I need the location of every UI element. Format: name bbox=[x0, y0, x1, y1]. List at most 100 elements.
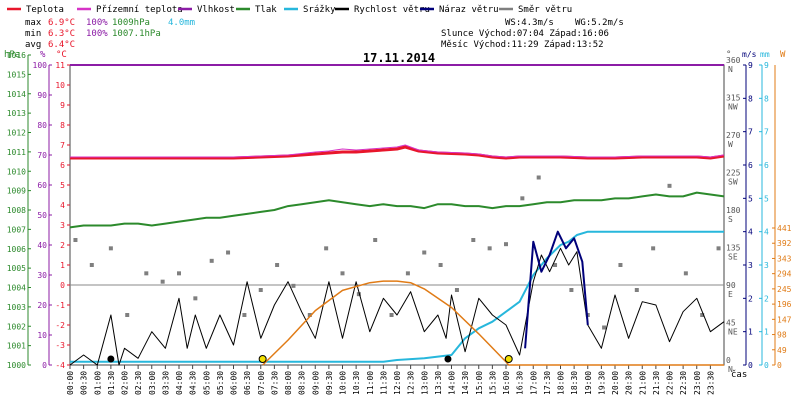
series-solar bbox=[262, 280, 724, 366]
direction-tick-label: 135 bbox=[726, 244, 741, 253]
direction-tick-dir: NE bbox=[728, 328, 738, 337]
wind-direction-point bbox=[602, 325, 607, 330]
wind-tick-label: 0 bbox=[748, 361, 753, 370]
direction-tick-label: 270 bbox=[726, 131, 741, 140]
wind-direction-point bbox=[405, 271, 410, 276]
x-tick-label: 20:30 bbox=[625, 371, 634, 395]
wind-direction-point bbox=[356, 292, 361, 297]
direction-tick-dir: SE bbox=[728, 253, 738, 262]
x-tick-label: 08:00 bbox=[284, 371, 293, 395]
humidity-tick-label: 60 bbox=[37, 181, 47, 190]
legend-label: Srážky bbox=[303, 5, 336, 15]
legend-label: Vlhkost bbox=[197, 5, 235, 15]
rain-tick-label: 0 bbox=[764, 361, 769, 370]
x-tick-label: 09:00 bbox=[311, 371, 320, 395]
direction-tick-dir: N bbox=[728, 65, 733, 74]
x-tick-label: 04:00 bbox=[175, 371, 184, 395]
rain-tick-label: 2 bbox=[764, 294, 769, 303]
axes: 00:00 00:30 01:00 01:30 02:00 02:30 03:00 03:30… bbox=[7, 51, 792, 395]
x-tick-label: 12:00 bbox=[393, 371, 402, 395]
humidity-tick-label: 80 bbox=[37, 121, 47, 130]
humidity-tick-label: 30 bbox=[37, 271, 47, 280]
wind-direction-point bbox=[716, 246, 721, 251]
wind-direction-point bbox=[569, 288, 574, 292]
x-tick-label: 13:30 bbox=[434, 371, 443, 395]
x-tick-label: 20:00 bbox=[611, 371, 620, 395]
stat-max-label: max bbox=[25, 18, 42, 28]
temp-tick-label: 11 bbox=[55, 61, 65, 70]
temp-tick-label: 9 bbox=[60, 101, 65, 110]
pressure-tick-label: 1015 bbox=[7, 70, 26, 79]
humidity-tick-label: 0 bbox=[42, 361, 47, 370]
pressure-tick-label: 1007 bbox=[7, 225, 26, 234]
unit-ms: m/s bbox=[742, 50, 757, 59]
pressure-tick-label: 1009 bbox=[7, 187, 26, 196]
stat-sun: Slunce Východ:07:04 Západ:16:06 bbox=[441, 29, 609, 39]
temp-tick-label: 4 bbox=[60, 201, 65, 210]
wind-direction-point bbox=[108, 246, 113, 251]
wind-direction-point bbox=[373, 238, 378, 242]
rain-tick-label: 8 bbox=[764, 94, 769, 103]
wind-direction-point bbox=[667, 183, 672, 188]
solar-tick-label: 196 bbox=[777, 300, 792, 309]
wind-direction-point bbox=[242, 313, 247, 317]
wind-direction-point bbox=[487, 246, 492, 251]
x-tick-label: 07:30 bbox=[270, 371, 279, 395]
stat-max-press: 1009hPa bbox=[112, 18, 150, 28]
pressure-tick-label: 1008 bbox=[7, 206, 26, 215]
stat-avg-label: avg bbox=[25, 40, 41, 50]
direction-tick-label: 360 bbox=[726, 56, 741, 65]
unit-mm: mm bbox=[760, 50, 770, 59]
wind-direction-point bbox=[700, 313, 705, 317]
wind-tick-label: 4 bbox=[748, 228, 753, 237]
x-tick-label: 06:30 bbox=[243, 371, 252, 395]
stat-max-temp: 6.9°C bbox=[48, 18, 75, 28]
solar-tick-label: 245 bbox=[777, 285, 792, 294]
wind-direction-point bbox=[160, 279, 165, 284]
x-tick-label: 11:30 bbox=[379, 371, 388, 395]
x-tick-label: 05:30 bbox=[216, 371, 225, 395]
chart-title: 17.11.2014 bbox=[363, 51, 435, 65]
wind-direction-point bbox=[389, 313, 394, 317]
stat-ws: WS:4.3m/s bbox=[505, 18, 554, 28]
x-tick-label: 10:30 bbox=[352, 371, 361, 395]
wind-direction-point bbox=[258, 288, 263, 292]
rain-tick-label: 4 bbox=[764, 228, 769, 237]
x-tick-label: 19:00 bbox=[584, 371, 593, 395]
x-tick-label: 17:30 bbox=[543, 371, 552, 395]
wind-direction-point bbox=[634, 288, 639, 292]
x-tick-label: 13:00 bbox=[420, 371, 429, 395]
solar-tick-label: 147 bbox=[777, 315, 792, 324]
stat-min-press: 1007.1hPa bbox=[112, 29, 161, 39]
x-tick-label: 01:30 bbox=[107, 371, 116, 395]
direction-tick-dir: N bbox=[728, 365, 733, 374]
direction-tick-label: 90 bbox=[726, 281, 736, 290]
wind-tick-label: 1 bbox=[748, 328, 753, 337]
solar-tick-label: 49 bbox=[777, 346, 787, 355]
x-tick-label: 00:00 bbox=[66, 371, 75, 395]
x-tick-label: 08:30 bbox=[298, 371, 307, 395]
x-tick-label: 05:00 bbox=[202, 371, 211, 395]
legend-label: Tlak bbox=[255, 5, 277, 15]
humidity-tick-label: 20 bbox=[37, 301, 47, 310]
legend-label: Teplota bbox=[26, 5, 64, 15]
humidity-tick-label: 50 bbox=[37, 211, 47, 220]
x-tick-label: 06:00 bbox=[230, 371, 239, 395]
wind-direction-point bbox=[125, 313, 130, 317]
x-tick-label: 15:00 bbox=[475, 371, 484, 395]
x-tick-label: 01:00 bbox=[93, 371, 102, 395]
unit-deg: ° bbox=[726, 50, 731, 60]
legend-label: Náraz větru bbox=[439, 5, 499, 15]
temp-tick-label: 7 bbox=[60, 141, 65, 150]
pressure-tick-label: 1010 bbox=[7, 167, 26, 176]
pressure-tick-label: 1011 bbox=[7, 148, 26, 157]
series-lines bbox=[69, 64, 725, 366]
rain-tick-label: 7 bbox=[764, 128, 769, 137]
series-rychlost-v-tru bbox=[69, 247, 725, 366]
x-tick-label: 22:00 bbox=[666, 371, 675, 395]
solar-tick-label: 98 bbox=[777, 331, 787, 340]
wind-tick-label: 3 bbox=[748, 261, 753, 270]
series-n-raz-v-tru bbox=[524, 230, 589, 349]
temp-tick-label: -3 bbox=[55, 341, 65, 350]
